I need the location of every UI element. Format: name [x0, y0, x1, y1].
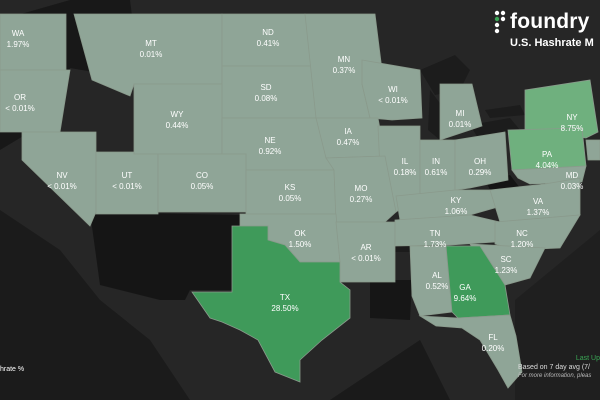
state-labels: WA 1.97% OR < 0.01% MT 0.01% ND 0.41% SD 0.08% MN 0…: [5, 28, 583, 353]
state-value-UT: < 0.01%: [112, 182, 142, 191]
state-KS[interactable]: [245, 169, 337, 215]
state-code-FL: FL: [488, 333, 498, 342]
last-updated-title: Last Up: [575, 355, 600, 362]
state-code-SD: SD: [260, 83, 271, 92]
state-value-AL: 0.52%: [426, 282, 449, 291]
state-code-NE: NE: [264, 136, 275, 145]
state-value-WI: < 0.01%: [378, 96, 408, 105]
la-region: [370, 280, 412, 320]
state-MI[interactable]: [439, 83, 483, 141]
state-code-KY: KY: [451, 196, 462, 205]
state-code-SC: SC: [500, 255, 511, 264]
state-value-IN: 0.61%: [425, 168, 448, 177]
state-code-WY: WY: [171, 110, 185, 119]
state-code-WI: WI: [388, 85, 398, 94]
state-code-CO: CO: [196, 171, 208, 180]
state-NV[interactable]: [21, 131, 97, 227]
state-code-VA: VA: [533, 197, 544, 206]
state-code-MD: MD: [566, 171, 579, 180]
state-NY[interactable]: [524, 79, 599, 139]
state-value-OR: < 0.01%: [5, 104, 35, 113]
state-value-SD: 0.08%: [255, 94, 278, 103]
state-code-TX: TX: [280, 293, 291, 302]
state-WI[interactable]: [361, 59, 423, 121]
state-value-MI: 0.01%: [449, 120, 472, 129]
state-value-VA: 1.37%: [527, 208, 550, 217]
state-code-UT: UT: [122, 171, 133, 180]
state-value-MD: 0.03%: [561, 182, 584, 191]
page-title: U.S. Hashrate M: [510, 37, 594, 49]
state-value-PA: 4.04%: [536, 161, 559, 170]
state-value-NE: 0.92%: [259, 147, 282, 156]
state-code-OR: OR: [14, 93, 26, 102]
state-value-AR: < 0.01%: [351, 254, 381, 263]
state-TX[interactable]: [191, 225, 351, 383]
state-code-ND: ND: [262, 28, 274, 37]
foundry-dots-logo-icon: [494, 10, 506, 34]
state-OR[interactable]: [0, 69, 71, 133]
state-VA[interactable]: [489, 177, 581, 223]
state-code-MT: MT: [145, 39, 157, 48]
state-code-TN: TN: [430, 229, 441, 238]
state-value-NV: < 0.01%: [47, 182, 77, 191]
state-code-WA: WA: [12, 29, 25, 38]
state-value-KS: 0.05%: [279, 194, 302, 203]
state-value-WY: 0.44%: [166, 121, 189, 130]
state-code-NC: NC: [516, 229, 528, 238]
state-code-MI: MI: [456, 109, 465, 118]
state-code-OH: OH: [474, 157, 486, 166]
state-value-FL: 0.20%: [482, 344, 505, 353]
state-WY[interactable]: [133, 83, 223, 155]
update-basis: Based on 7 day avg (7/: [518, 364, 590, 371]
state-value-IA: 0.47%: [337, 138, 360, 147]
state-code-AL: AL: [432, 271, 442, 280]
state-value-MT: 0.01%: [140, 50, 163, 59]
state-value-SC: 1.23%: [495, 266, 518, 275]
state-code-AR: AR: [360, 243, 371, 252]
state-code-IN: IN: [432, 157, 440, 166]
state-value-MO: 0.27%: [350, 195, 373, 204]
state-code-PA: PA: [542, 150, 553, 159]
state-value-TX: 28.50%: [271, 304, 298, 313]
state-value-NY: 8.75%: [561, 124, 584, 133]
states-layer: [0, 13, 600, 389]
state-value-OK: 1.50%: [289, 240, 312, 249]
state-SD[interactable]: [221, 65, 317, 119]
state-code-KS: KS: [285, 183, 296, 192]
state-value-GA: 9.64%: [454, 294, 477, 303]
state-value-OH: 0.29%: [469, 168, 492, 177]
state-FL[interactable]: [418, 314, 523, 389]
brand-block: foundry U.S. Hashrate M: [492, 8, 600, 56]
state-value-IL: 0.18%: [394, 168, 417, 177]
state-code-NY: NY: [566, 113, 578, 122]
state-code-GA: GA: [459, 283, 471, 292]
state-AR[interactable]: [335, 221, 396, 283]
more-info-link[interactable]: For more information, pleas: [518, 373, 592, 379]
update-info: Last Up Based on 7 day avg (7/ For more …: [518, 354, 600, 381]
state-code-IA: IA: [344, 127, 352, 136]
state-value-KY: 1.06%: [445, 207, 468, 216]
state-TN[interactable]: [394, 214, 501, 247]
state-code-MN: MN: [338, 55, 351, 64]
state-value-NC: 1.20%: [511, 240, 534, 249]
legend-label: hrate %: [0, 366, 25, 373]
state-OH[interactable]: [454, 131, 509, 191]
state-value-CO: 0.05%: [191, 182, 214, 191]
state-value-WA: 1.97%: [7, 40, 30, 49]
state-code-NV: NV: [56, 171, 68, 180]
state-code-OK: OK: [294, 229, 306, 238]
state-NJ-fragment: [585, 139, 600, 161]
brand-name: foundry: [510, 10, 590, 33]
state-code-IL: IL: [402, 157, 409, 166]
state-value-ND: 0.41%: [257, 39, 280, 48]
state-code-MO: MO: [355, 184, 368, 193]
state-value-TN: 1.73%: [424, 240, 447, 249]
state-AL[interactable]: [409, 245, 453, 317]
state-value-MN: 0.37%: [333, 66, 356, 75]
